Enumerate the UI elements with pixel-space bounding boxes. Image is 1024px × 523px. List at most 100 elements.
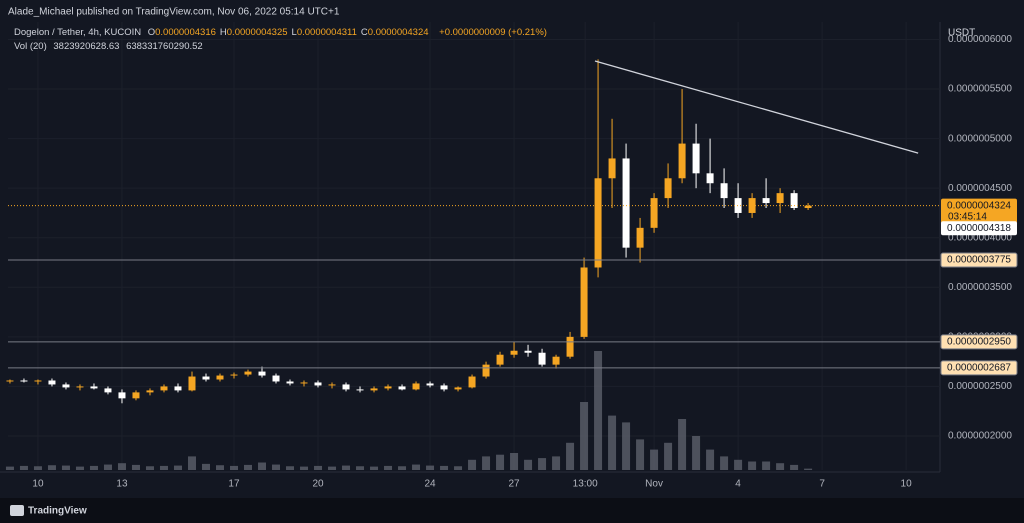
volume-bar bbox=[776, 463, 785, 470]
volume-bar bbox=[131, 464, 140, 470]
ohlc-key: O bbox=[147, 27, 156, 38]
volume-ma: 638331760290.52 bbox=[126, 41, 203, 52]
bid-price-label: 0.0000004318 bbox=[947, 223, 1011, 234]
candle-body bbox=[188, 376, 196, 391]
candle-body bbox=[202, 376, 210, 380]
candle-body bbox=[678, 143, 686, 179]
volume-bar bbox=[678, 419, 687, 470]
last-price-label: 0.0000004324 bbox=[947, 200, 1011, 211]
volume-bar bbox=[664, 442, 673, 470]
candle-body bbox=[160, 386, 168, 391]
candle-body bbox=[328, 384, 336, 386]
volume-bar bbox=[636, 439, 645, 470]
candle-body bbox=[706, 173, 714, 184]
ohlc-key: H bbox=[219, 27, 227, 38]
volume-bar bbox=[384, 465, 393, 470]
volume-bar bbox=[370, 466, 379, 470]
candle-body bbox=[76, 386, 84, 388]
ohlc-key: C bbox=[360, 27, 368, 38]
volume-bar bbox=[398, 466, 407, 470]
y-tick-label: 0.0000003500 bbox=[948, 282, 1012, 293]
candle-body bbox=[454, 387, 462, 390]
bid-price-box bbox=[941, 221, 1017, 236]
volume-bar bbox=[804, 468, 813, 470]
candle-body bbox=[664, 178, 672, 199]
candle-body bbox=[720, 183, 728, 199]
volume-bar bbox=[566, 442, 575, 470]
volume-bar bbox=[692, 436, 701, 470]
volume-bar bbox=[5, 466, 14, 470]
candle-body bbox=[34, 380, 42, 382]
price-label-box bbox=[940, 252, 1018, 268]
candle-body bbox=[412, 383, 420, 390]
candle-body bbox=[398, 386, 406, 390]
x-tick-label: 13 bbox=[116, 479, 128, 490]
volume-row: Vol (20) 3823920628.63 638331760290.52 bbox=[14, 41, 207, 52]
candle-body bbox=[468, 376, 476, 388]
volume-bar bbox=[314, 465, 323, 470]
ohlc-value: 0.0000004324 bbox=[367, 27, 429, 38]
volume-bar bbox=[19, 465, 28, 470]
x-tick-label: 20 bbox=[312, 479, 324, 490]
price-label: 0.0000003775 bbox=[947, 255, 1011, 266]
volume-bar bbox=[89, 465, 98, 470]
volume-bar bbox=[244, 464, 253, 470]
candle-body bbox=[104, 388, 112, 393]
ohlc: O0.0000004316 H0.0000004325 L0.0000004311 C… bbox=[148, 27, 433, 38]
y-tick-label: 0.0000002500 bbox=[948, 381, 1012, 392]
volume-bar bbox=[510, 453, 519, 470]
volume-bar bbox=[762, 461, 771, 470]
volume-bar bbox=[33, 466, 42, 470]
volume-bar bbox=[173, 465, 182, 470]
countdown: 03:45:14 bbox=[948, 211, 987, 222]
candle-body bbox=[538, 352, 546, 365]
candle-body bbox=[692, 143, 700, 174]
candle-body bbox=[370, 388, 378, 391]
price-label-box bbox=[940, 360, 1018, 376]
y-tick-label: 0.0000005000 bbox=[948, 133, 1012, 144]
y-tick-label: 0.0000004500 bbox=[948, 183, 1012, 194]
candle-body bbox=[608, 158, 616, 179]
volume-bar bbox=[201, 463, 210, 470]
volume-label: Vol (20) bbox=[14, 41, 47, 52]
y-tick-label: 0.0000005500 bbox=[948, 84, 1012, 95]
candle-body bbox=[258, 371, 266, 376]
volume-bar bbox=[468, 459, 477, 470]
volume-bar bbox=[159, 465, 168, 470]
x-tick-label: 27 bbox=[508, 479, 520, 490]
x-tick-label: 7 bbox=[819, 479, 825, 490]
candle-body bbox=[6, 380, 14, 382]
candle-body bbox=[272, 375, 280, 382]
y-tick-label: 0.0000004000 bbox=[948, 232, 1012, 243]
volume-bar bbox=[229, 465, 238, 470]
volume-bar bbox=[286, 466, 295, 470]
volume-bar bbox=[440, 465, 449, 470]
ohlc-value: 0.0000004311 bbox=[296, 27, 357, 38]
volume-bar bbox=[272, 464, 281, 470]
candle-body bbox=[20, 380, 28, 382]
volume-bar bbox=[552, 456, 561, 470]
candle-body bbox=[594, 178, 602, 268]
candle-body bbox=[440, 385, 448, 390]
footer-bar bbox=[0, 498, 1024, 523]
volume-bar bbox=[61, 465, 70, 470]
volume-bar bbox=[426, 465, 435, 470]
volume-bar bbox=[47, 465, 56, 470]
volume-bar bbox=[75, 466, 84, 470]
candle-body bbox=[776, 193, 784, 204]
volume-bar bbox=[482, 456, 491, 470]
candle-body bbox=[146, 390, 154, 393]
brand: TradingView bbox=[28, 506, 87, 517]
symbol: Dogelon / Tether, 4h, KUCOIN bbox=[14, 27, 142, 38]
candle-body bbox=[622, 158, 630, 248]
volume-bar bbox=[720, 456, 729, 470]
volume-bar bbox=[215, 465, 224, 470]
candle-body bbox=[62, 384, 70, 388]
candle-body bbox=[342, 384, 350, 390]
candle-body bbox=[300, 382, 308, 384]
candle-body bbox=[762, 198, 770, 204]
candle-body bbox=[244, 371, 252, 375]
x-tick-label: 24 bbox=[424, 479, 436, 490]
